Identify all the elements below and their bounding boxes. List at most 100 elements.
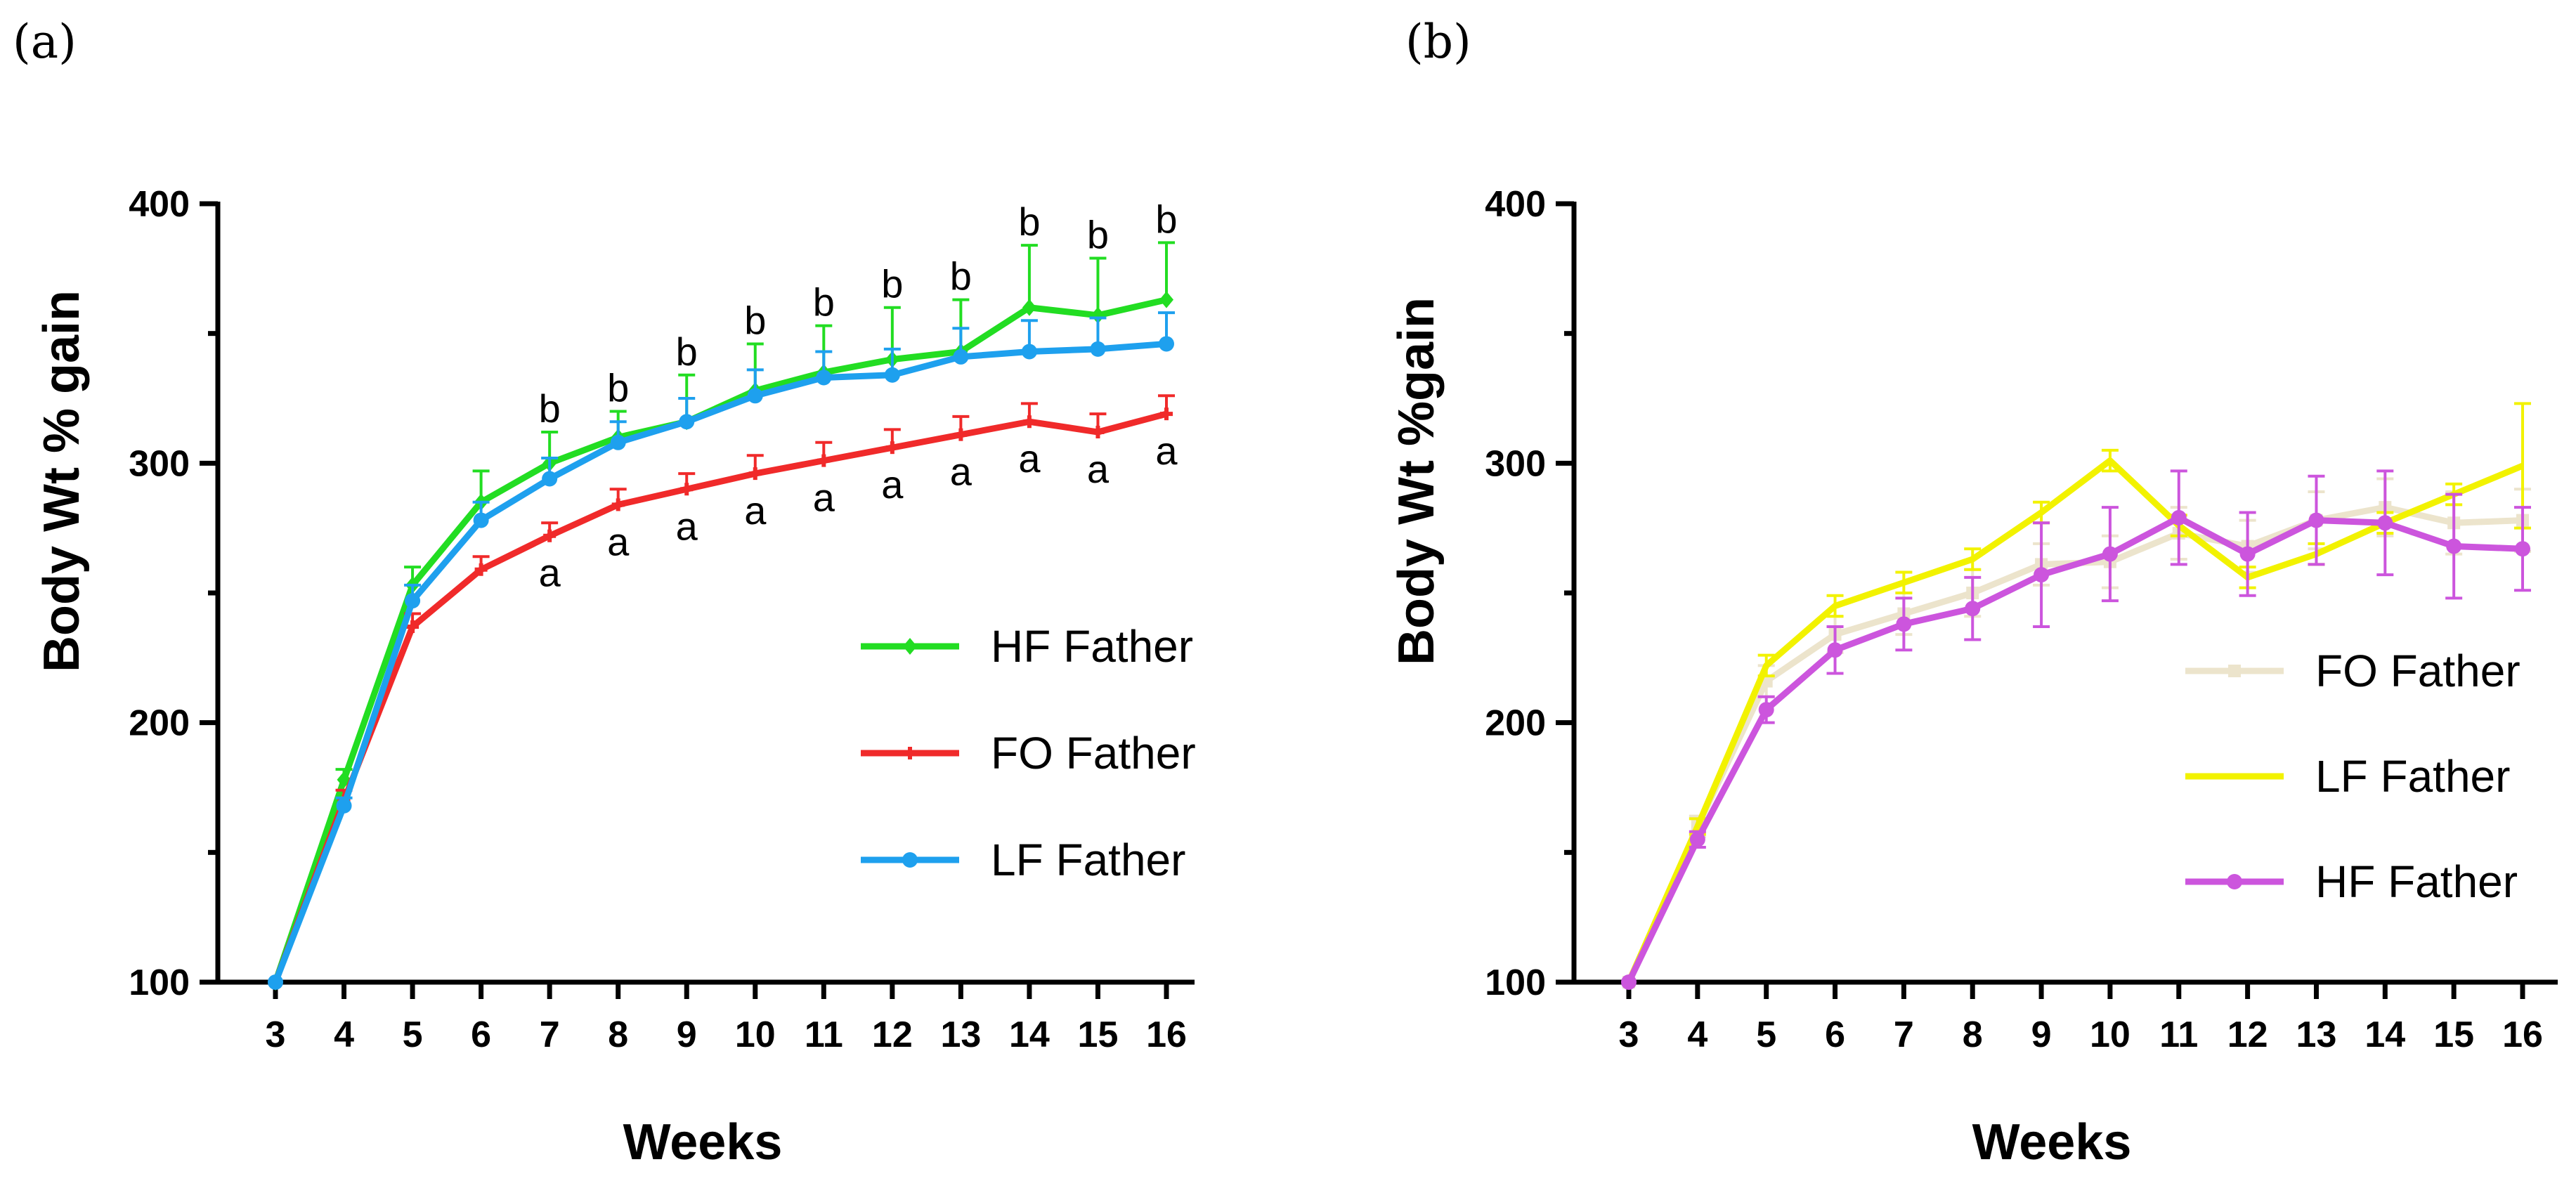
panel-a-y-axis-title: Body Wt % gain: [34, 290, 90, 672]
panel-b-series-hf-father: [1621, 469, 2531, 990]
panel-a-sig-label: a: [1155, 429, 1178, 473]
panel-a-legend-item-fo-father: FO Father: [861, 728, 1196, 778]
panel-b-label: (b): [1405, 15, 1471, 69]
panel-a-label: (a): [13, 15, 77, 69]
panel-b-point-hf-father: [1896, 616, 1912, 632]
panel-a-point-hf-father: [1091, 306, 1105, 324]
panel-a-x-tick-label: 13: [940, 1014, 981, 1055]
panel-a-series-fo-father: [269, 394, 1175, 988]
panel-b-x-axis-title: Weeks: [1972, 1114, 2132, 1170]
panel-a-point-lf-father: [816, 370, 832, 386]
panel-a-line-lf-father: [272, 340, 1167, 984]
panel-a-sig-label: a: [881, 462, 904, 507]
panel-b-x-tick-label: 7: [1894, 1014, 1914, 1055]
panel-a-point-hf-father: [1022, 299, 1036, 316]
panel-a-x-tick-label: 15: [1078, 1014, 1119, 1055]
panel-b-point-hf-father: [2515, 541, 2530, 557]
panel-b-x-tick-label: 12: [2227, 1014, 2268, 1055]
panel-b-y-tick-label: 100: [1485, 962, 1546, 1003]
panel-a-x-tick-label: 11: [805, 1014, 843, 1055]
panel-a-point-lf-father: [1090, 341, 1106, 357]
panel-a-point-lf-father: [405, 593, 421, 609]
panel-a-sig-label: a: [744, 488, 767, 533]
panel-a-point-lf-father: [1021, 344, 1037, 360]
panel-a-y-tick-label: 200: [129, 703, 190, 744]
panel-b-x-tick-label: 13: [2296, 1014, 2337, 1055]
panel-a-legend-item-hf-father: HF Father: [861, 621, 1193, 672]
panel-b-point-hf-father: [2239, 546, 2256, 562]
panel-a-sig-label: b: [1155, 197, 1177, 241]
panel-b-legend-marker: [2228, 665, 2241, 677]
panel-a-legend-label: LF Father: [991, 835, 1185, 885]
panel-a-line-fo-father: [272, 410, 1168, 984]
panel-a-sig-label: b: [676, 329, 698, 374]
panel-a-x-tick-label: 12: [872, 1014, 913, 1055]
panel-a-point-fo-father: [680, 483, 694, 496]
panel-a-point-hf-father: [1159, 291, 1173, 308]
panel-a-y-tick-label: 300: [129, 443, 190, 484]
panel-a-legend-marker: [904, 747, 916, 759]
panel-b-point-hf-father: [1689, 831, 1705, 847]
panel-b-x-tick-label: 8: [1963, 1014, 1983, 1055]
panel-a-sig-label: b: [950, 254, 972, 299]
panel-b-x-tick-label: 10: [2090, 1014, 2131, 1055]
panel-a-point-lf-father: [610, 434, 626, 450]
panel-b-point-hf-father: [2308, 512, 2324, 528]
panel-a-legend-marker: [903, 638, 917, 655]
panel-a-series: [268, 241, 1175, 991]
panel-a-y-tick-label: 400: [129, 184, 190, 225]
panel-a-sig-label: a: [607, 519, 630, 563]
panel-a-point-fo-father: [543, 529, 557, 542]
panel-b-x-tick-label: 3: [1619, 1014, 1639, 1055]
panel-a-sig-label: b: [744, 298, 766, 342]
panel-a-x-tick-label: 10: [735, 1014, 776, 1055]
panel-a-point-lf-father: [884, 367, 900, 383]
panel-a-x-tick-label: 6: [471, 1014, 491, 1055]
panel-a-sig-label: b: [539, 386, 561, 431]
panel-a-sig-label: a: [813, 476, 835, 520]
panel-a-y-tick-label: 100: [129, 962, 190, 1003]
panel-a-sig-label: b: [881, 262, 903, 306]
panel-b-x-tick-label: 14: [2364, 1014, 2405, 1055]
panel-a-x-tick-label: 9: [677, 1014, 697, 1055]
panel-a-point-lf-father: [268, 974, 283, 990]
panel-a-x-axis-title: Weeks: [623, 1114, 783, 1170]
panel-b-legend-label: FO Father: [2315, 646, 2520, 696]
panel-b-point-hf-father: [2034, 567, 2050, 583]
panel-b-x-tick-label: 16: [2502, 1014, 2543, 1055]
panel-b: (b) Weeks Body Wt %gain 100 200 300 400 3 4 5 6…: [1388, 15, 2558, 1170]
panel-a-x-tick-label: 14: [1009, 1014, 1050, 1055]
panel-a-sig-label: a: [1018, 436, 1041, 481]
panel-a-x-tick-label: 8: [608, 1014, 628, 1055]
panel-b-line-fo-father: [1625, 504, 2523, 984]
panel-a-legend-label: FO Father: [991, 728, 1196, 778]
panel-a-sig-label: b: [1087, 213, 1109, 257]
panel-b-point-hf-father: [1621, 974, 1637, 990]
panel-a-x-tick-label: 4: [334, 1014, 354, 1055]
panel-b-y-tick-label: 200: [1485, 703, 1546, 744]
panel-a-point-lf-father: [679, 414, 695, 430]
panel-b-legend-item-hf-father: HF Father: [2185, 856, 2518, 907]
panel-b-axes: 100 200 300 400 3 4 5 6 7 8 9 10 11 12 13 14 15 16: [1485, 184, 2558, 1055]
panel-a-point-lf-father: [542, 471, 558, 487]
panel-a: (a) Weeks Body Wt % gain 100 200 300 400 3 4 5…: [13, 15, 1196, 1170]
panel-b-point-hf-father: [1827, 642, 1843, 658]
panel-a-x-tick-label: 7: [540, 1014, 560, 1055]
panel-b-y-axis-title: Body Wt %gain: [1388, 297, 1445, 665]
panel-a-point-fo-father: [1091, 426, 1105, 439]
panel-a-point-lf-father: [953, 348, 969, 365]
panel-a-point-lf-father: [336, 797, 352, 814]
panel-b-point-hf-father: [2171, 509, 2187, 526]
panel-b-point-hf-father: [2102, 546, 2118, 562]
panel-b-point-hf-father: [1758, 702, 1774, 718]
panel-b-legend-label: LF Father: [2315, 751, 2510, 802]
panel-b-x-tick-label: 11: [2159, 1014, 2198, 1055]
panel-b-x-tick-label: 15: [2433, 1014, 2474, 1055]
panel-a-axes: 100 200 300 400 3 4 5 6 7 8 9 10 11 12 13 14 15 16: [129, 184, 1195, 1055]
panel-a-sig-label: a: [676, 504, 698, 548]
panel-b-point-hf-father: [1965, 601, 1981, 617]
panel-a-point-fo-father: [406, 620, 419, 634]
panel-b-legend-item-fo-father: FO Father: [2185, 646, 2520, 696]
panel-a-sig-label: b: [813, 280, 835, 325]
